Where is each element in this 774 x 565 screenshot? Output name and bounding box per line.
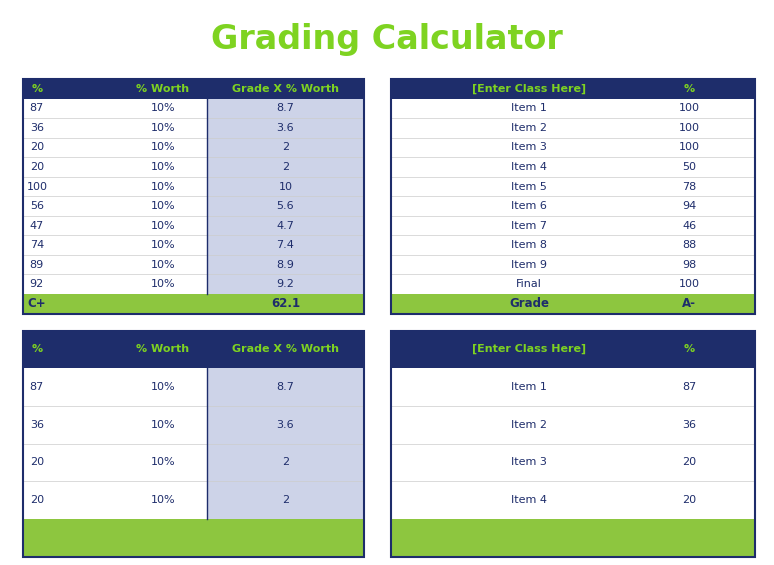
Text: %: %: [31, 84, 43, 94]
Text: [Enter Class Here]: [Enter Class Here]: [472, 344, 586, 354]
Text: 2: 2: [282, 142, 289, 153]
Text: 100: 100: [26, 181, 47, 192]
Text: Item 4: Item 4: [511, 162, 547, 172]
Text: 10%: 10%: [150, 181, 175, 192]
Text: 87: 87: [29, 103, 44, 114]
Text: 100: 100: [679, 279, 700, 289]
Text: % Worth: % Worth: [136, 84, 190, 94]
Bar: [207, 99, 364, 294]
Text: [Enter Class Here]: [Enter Class Here]: [472, 84, 586, 94]
Text: 74: 74: [29, 240, 44, 250]
Text: Item 1: Item 1: [511, 382, 547, 392]
Text: Item 7: Item 7: [511, 221, 547, 231]
Text: %: %: [683, 84, 695, 94]
Text: Grade X % Worth: Grade X % Worth: [232, 344, 339, 354]
Text: 10%: 10%: [150, 382, 175, 392]
Text: %: %: [31, 344, 43, 354]
Text: 36: 36: [682, 420, 696, 430]
Text: 10%: 10%: [150, 123, 175, 133]
Text: 47: 47: [29, 221, 44, 231]
Bar: [23, 79, 364, 99]
Text: 10%: 10%: [150, 221, 175, 231]
Text: 92: 92: [29, 279, 44, 289]
Text: 8.7: 8.7: [276, 382, 294, 392]
Text: 10%: 10%: [150, 260, 175, 270]
Text: Item 8: Item 8: [511, 240, 547, 250]
Text: 94: 94: [682, 201, 697, 211]
Text: Grading Calculator: Grading Calculator: [211, 23, 563, 56]
Text: 10%: 10%: [150, 495, 175, 505]
Text: 2: 2: [282, 457, 289, 467]
Text: 20: 20: [682, 495, 697, 505]
Text: Grade: Grade: [509, 297, 549, 310]
Text: Item 3: Item 3: [511, 142, 547, 153]
Text: 10%: 10%: [150, 142, 175, 153]
Text: % Worth: % Worth: [136, 344, 190, 354]
Text: 20: 20: [682, 457, 697, 467]
Text: 3.6: 3.6: [276, 420, 294, 430]
Text: 20: 20: [29, 495, 44, 505]
Text: Item 3: Item 3: [511, 457, 547, 467]
Text: 20: 20: [29, 162, 44, 172]
Text: 10%: 10%: [150, 279, 175, 289]
Text: Item 1: Item 1: [511, 103, 547, 114]
Text: 3.6: 3.6: [276, 123, 294, 133]
Text: 10: 10: [279, 181, 293, 192]
Text: Item 9: Item 9: [511, 260, 547, 270]
Text: 36: 36: [30, 420, 44, 430]
Text: 9.2: 9.2: [276, 279, 294, 289]
Text: C+: C+: [28, 297, 46, 310]
Text: Final: Final: [516, 279, 542, 289]
Text: 36: 36: [30, 123, 44, 133]
Text: 88: 88: [682, 240, 697, 250]
Text: Item 2: Item 2: [511, 420, 547, 430]
Text: A-: A-: [682, 297, 696, 310]
Bar: [207, 368, 364, 519]
Text: 10%: 10%: [150, 103, 175, 114]
Text: 89: 89: [29, 260, 44, 270]
Text: Item 2: Item 2: [511, 123, 547, 133]
Text: 10%: 10%: [150, 420, 175, 430]
Text: 10%: 10%: [150, 162, 175, 172]
Text: 8.7: 8.7: [276, 103, 294, 114]
Text: 100: 100: [679, 103, 700, 114]
Text: 10%: 10%: [150, 201, 175, 211]
Bar: [391, 331, 755, 368]
Text: 20: 20: [29, 142, 44, 153]
Text: Grade X % Worth: Grade X % Worth: [232, 84, 339, 94]
Text: 10%: 10%: [150, 457, 175, 467]
Text: 100: 100: [679, 142, 700, 153]
Bar: [23, 294, 364, 314]
Text: 87: 87: [29, 382, 44, 392]
Text: 100: 100: [679, 123, 700, 133]
Text: Item 4: Item 4: [511, 495, 547, 505]
Text: 4.7: 4.7: [276, 221, 294, 231]
Text: 10%: 10%: [150, 240, 175, 250]
Text: 78: 78: [682, 181, 697, 192]
Bar: [23, 519, 364, 557]
Text: %: %: [683, 344, 695, 354]
Text: 98: 98: [682, 260, 697, 270]
Text: 20: 20: [29, 457, 44, 467]
Text: Item 5: Item 5: [511, 181, 547, 192]
Bar: [23, 331, 364, 368]
Bar: [391, 519, 755, 557]
Text: 7.4: 7.4: [276, 240, 294, 250]
Bar: [391, 294, 755, 314]
Text: 5.6: 5.6: [276, 201, 294, 211]
Text: Item 6: Item 6: [511, 201, 547, 211]
Text: 2: 2: [282, 162, 289, 172]
Text: 87: 87: [682, 382, 697, 392]
Text: 50: 50: [682, 162, 696, 172]
Text: 8.9: 8.9: [276, 260, 294, 270]
Text: 46: 46: [682, 221, 697, 231]
Text: 2: 2: [282, 495, 289, 505]
Text: 56: 56: [30, 201, 44, 211]
Bar: [391, 79, 755, 99]
Text: 62.1: 62.1: [271, 297, 300, 310]
